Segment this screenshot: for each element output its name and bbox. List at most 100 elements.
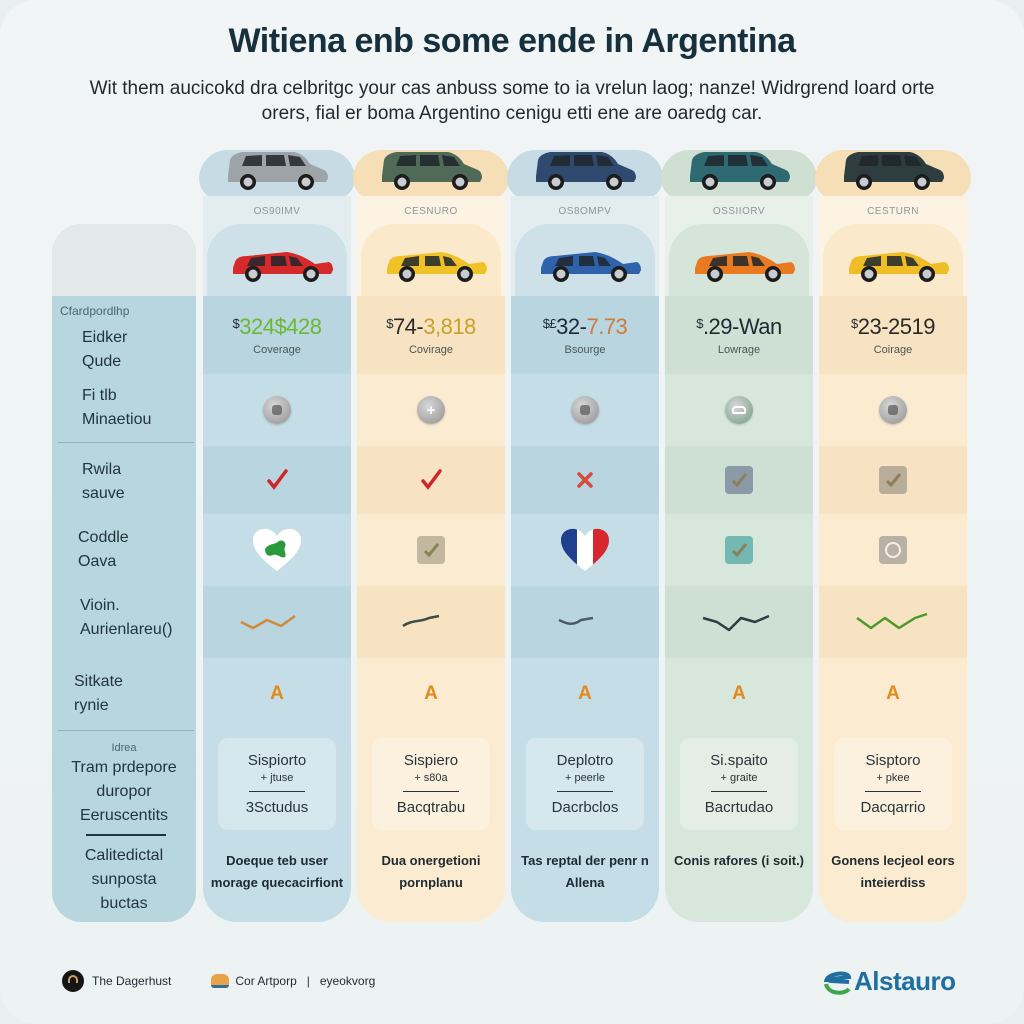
cross-icon xyxy=(577,472,593,488)
price-min: 23- xyxy=(857,314,889,339)
spec-divider xyxy=(249,790,305,792)
badge-cell xyxy=(511,514,659,586)
row-label-line: Qude xyxy=(82,353,122,370)
spec-value: Dacrbclos xyxy=(551,798,619,816)
grade-value: A xyxy=(578,683,592,704)
note-label-line: Calitedictal xyxy=(84,847,164,864)
row-label-check: Rwila sauve xyxy=(52,458,196,506)
footer: The Dagerhust Cor Artporp | eyeokvorg xyxy=(62,970,375,992)
suv-image xyxy=(222,146,332,195)
footer-source-2[interactable]: Cor Artporp xyxy=(235,974,297,988)
spec-label: Tram prdepore duropor Eeruscentits xyxy=(52,756,196,828)
product-column-1: OS90IMV $324$428 Coverage A xyxy=(199,150,355,922)
price-max: 3,818 xyxy=(423,314,476,339)
price-range: $74-3,818 xyxy=(386,314,476,340)
suv-image xyxy=(684,146,794,195)
note-label-line: buctas xyxy=(100,895,148,912)
product-column-2: CESNURO $74-3,818 Covirage + A xyxy=(353,150,509,922)
note-cell: Dua onergetioni pornplanu xyxy=(357,842,505,922)
currency-symbol: $ xyxy=(386,316,393,331)
suv-image xyxy=(530,146,640,195)
spec-cell: Si.spaito + graite Bacrtudao xyxy=(665,736,813,832)
badge-cell xyxy=(665,514,813,586)
badge-cell xyxy=(357,514,505,586)
spec-card[interactable]: Si.spaito + graite Bacrtudao xyxy=(680,738,798,830)
price-range: $324$428 xyxy=(233,314,322,340)
feature-cell: + xyxy=(357,374,505,446)
price-min: .29- xyxy=(702,314,739,339)
grade-cell: A xyxy=(665,658,813,730)
price-caption: Coverage xyxy=(253,344,301,356)
spec-cell: Sispiero + s80a Bacqtrabu xyxy=(357,736,505,832)
price-cell: $.29-Wan Lowrage xyxy=(665,296,813,374)
trend-cell xyxy=(665,586,813,658)
spec-label-line: duropor xyxy=(96,783,152,800)
price-caption: Lowrage xyxy=(717,344,761,356)
price-cell: $£32-7.73 Bsourge xyxy=(511,296,659,374)
feature-cell xyxy=(665,374,813,446)
grade-cell: A xyxy=(819,658,967,730)
swoosh-logo-icon xyxy=(824,971,852,995)
grade-cell: A xyxy=(203,658,351,730)
spec-detail: + jtuse xyxy=(260,771,294,784)
footer-source-3[interactable]: eyeokvorg xyxy=(319,974,376,988)
feature-cell xyxy=(203,374,351,446)
gear-coin-icon xyxy=(571,396,599,424)
model-name: OS90IMV xyxy=(253,206,301,217)
heart-flag-icon xyxy=(561,528,609,572)
spec-card[interactable]: Deplotro + peerle Dacrbclos xyxy=(526,738,644,830)
trend-cell xyxy=(357,586,505,658)
row-label-line: Eidker xyxy=(82,329,128,346)
sedan-image xyxy=(535,244,645,287)
feature-cell xyxy=(511,374,659,446)
row-label-line: sauve xyxy=(82,485,125,502)
model-name: OS8OMPV xyxy=(558,206,612,217)
price-range: $23-2519 xyxy=(851,314,935,340)
spec-divider xyxy=(557,790,613,792)
column-note: Tas reptal der penr n Allena xyxy=(521,853,649,890)
check-icon xyxy=(267,469,288,490)
grade-value: A xyxy=(270,683,284,704)
check-cell xyxy=(511,446,659,514)
spec-title: Si.spaito xyxy=(710,751,768,769)
trend-line-icon xyxy=(856,612,928,630)
column-note: Gonens lecjeol eors inteierdiss xyxy=(831,853,955,890)
feature-cell xyxy=(819,374,967,446)
car-art-logo-icon xyxy=(211,974,230,988)
badge-cell xyxy=(819,514,967,586)
spec-value: 3Sctudus xyxy=(245,798,309,816)
spec-card[interactable]: Sispiorto + jtuse 3Sctudus xyxy=(218,738,336,830)
trend-cell xyxy=(203,586,351,658)
price-min: 324 xyxy=(239,314,275,339)
trend-line-icon xyxy=(402,614,440,628)
car-coin-icon xyxy=(725,396,753,424)
footer-source-1[interactable]: The Dagerhust xyxy=(92,974,172,988)
note-cell: Tas reptal der penr n Allena xyxy=(511,842,659,922)
spec-value: Dacqarrio xyxy=(860,798,926,816)
price-range: $£32-7.73 xyxy=(543,314,628,340)
trend-line-icon xyxy=(702,614,770,632)
row-labels-column: Cfardpordlhp Eidker Qude Fi tlb Minaetio… xyxy=(52,224,196,922)
spec-card[interactable]: Sisptoro + pkee Dacqarrio xyxy=(834,738,952,830)
row-label-price: Eidker Qude xyxy=(52,326,196,374)
check-cell xyxy=(203,446,351,514)
spec-divider xyxy=(403,790,459,792)
page-title: Witiena enb some ende in Argentina xyxy=(228,22,796,60)
price-caption: Bsourge xyxy=(564,344,606,356)
brand-logo: Alstauro xyxy=(822,966,956,997)
sedan-image xyxy=(381,244,491,287)
spec-cell: Sispiorto + jtuse 3Sctudus xyxy=(203,736,351,832)
label-column-header xyxy=(52,224,196,296)
spec-label-line: Tram prdepore xyxy=(71,759,177,776)
spec-card[interactable]: Sispiero + s80a Bacqtrabu xyxy=(372,738,490,830)
sedan-image xyxy=(843,244,953,287)
spec-divider xyxy=(865,790,921,792)
brand-name: Alstauro xyxy=(854,966,956,996)
price-caption: Covirage xyxy=(408,344,454,356)
trend-cell xyxy=(511,586,659,658)
spec-detail: + peerle xyxy=(564,771,606,784)
gear-coin-icon xyxy=(263,396,291,424)
note-cell: Doeque teb user morage quecacirfiont xyxy=(203,842,351,922)
spec-label-line: Eeruscentits xyxy=(79,807,169,824)
column-note: Conis rafores (i soit.) xyxy=(673,853,805,868)
